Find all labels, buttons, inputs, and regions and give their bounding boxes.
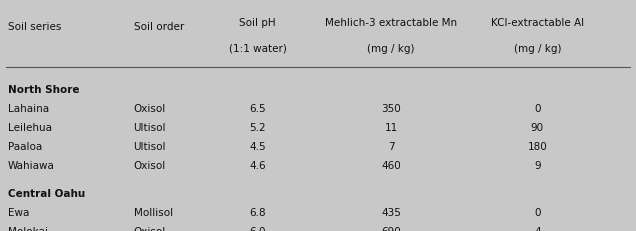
Text: 11: 11	[385, 123, 398, 133]
Text: Ultisol: Ultisol	[134, 142, 166, 152]
Text: Ewa: Ewa	[8, 208, 29, 218]
Text: Ultisol: Ultisol	[134, 123, 166, 133]
Text: Lahaina: Lahaina	[8, 104, 49, 114]
Text: Wahiawa: Wahiawa	[8, 161, 55, 171]
Text: 7: 7	[388, 142, 394, 152]
Text: 435: 435	[381, 208, 401, 218]
Text: (1:1 water): (1:1 water)	[229, 44, 286, 54]
Text: Molokai: Molokai	[8, 227, 48, 231]
Text: Soil order: Soil order	[134, 21, 184, 32]
Text: Central Oahu: Central Oahu	[8, 189, 85, 199]
Text: Paaloa: Paaloa	[8, 142, 42, 152]
Text: Oxisol: Oxisol	[134, 161, 166, 171]
Text: 180: 180	[527, 142, 548, 152]
Text: 350: 350	[381, 104, 401, 114]
Text: 90: 90	[531, 123, 544, 133]
Text: Leilehua: Leilehua	[8, 123, 52, 133]
Text: Oxisol: Oxisol	[134, 104, 166, 114]
Text: 6.0: 6.0	[249, 227, 266, 231]
Text: 4: 4	[534, 227, 541, 231]
Text: 4.5: 4.5	[249, 142, 266, 152]
Text: 0: 0	[534, 104, 541, 114]
Text: Oxisol: Oxisol	[134, 227, 166, 231]
Text: Soil series: Soil series	[8, 21, 61, 32]
Text: 6.5: 6.5	[249, 104, 266, 114]
Text: (mg / kg): (mg / kg)	[514, 44, 561, 54]
Text: 9: 9	[534, 161, 541, 171]
Text: (mg / kg): (mg / kg)	[368, 44, 415, 54]
Text: Mollisol: Mollisol	[134, 208, 173, 218]
Text: 6.8: 6.8	[249, 208, 266, 218]
Text: 4.6: 4.6	[249, 161, 266, 171]
Text: KCl-extractable Al: KCl-extractable Al	[491, 18, 584, 28]
Text: 0: 0	[534, 208, 541, 218]
Text: Mehlich-3 extractable Mn: Mehlich-3 extractable Mn	[325, 18, 457, 28]
Text: Soil pH: Soil pH	[239, 18, 276, 28]
Text: 5.2: 5.2	[249, 123, 266, 133]
Text: North Shore: North Shore	[8, 85, 79, 95]
Text: 690: 690	[381, 227, 401, 231]
Text: 460: 460	[381, 161, 401, 171]
